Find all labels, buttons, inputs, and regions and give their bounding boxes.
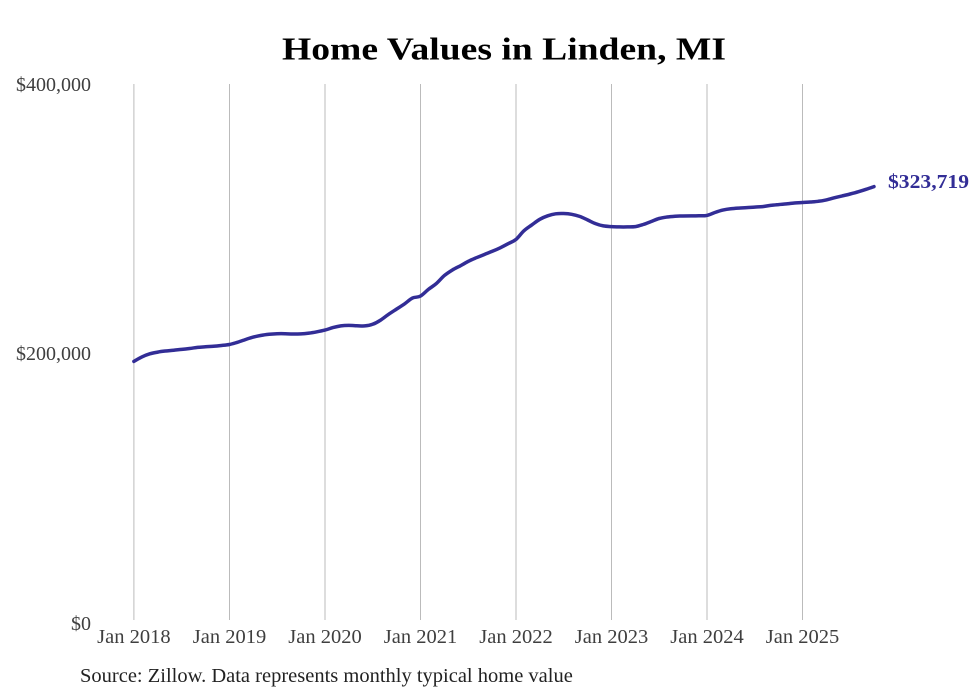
svg-text:Jan 2018: Jan 2018	[97, 626, 170, 648]
svg-text:Jan 2022: Jan 2022	[479, 626, 552, 648]
svg-text:Jan 2024: Jan 2024	[670, 626, 743, 648]
svg-text:$400,000: $400,000	[16, 74, 91, 96]
svg-text:Jan 2025: Jan 2025	[766, 626, 839, 648]
svg-text:Jan 2019: Jan 2019	[193, 626, 266, 648]
svg-text:Jan 2020: Jan 2020	[288, 626, 361, 648]
svg-text:Jan 2023: Jan 2023	[575, 626, 648, 648]
svg-text:Jan 2021: Jan 2021	[384, 626, 457, 648]
svg-text:Source: Zillow. Data represent: Source: Zillow. Data represents monthly …	[80, 665, 573, 687]
svg-text:$0: $0	[71, 613, 91, 635]
svg-text:$200,000: $200,000	[16, 343, 91, 365]
svg-text:$323,719: $323,719	[888, 171, 969, 193]
svg-text:Home Values in Linden, MI: Home Values in Linden, MI	[282, 32, 726, 67]
